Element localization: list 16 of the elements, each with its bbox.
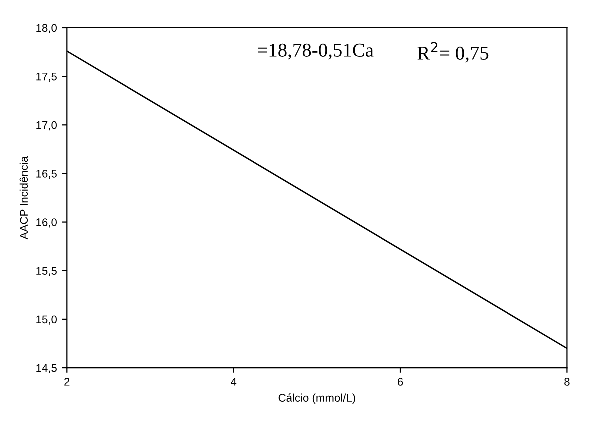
y-tick-label: 17,0 [36,121,57,131]
y-tick-label: 15,0 [36,316,57,325]
y-tick-label: 18,0 [36,24,57,34]
x-tick-label: 2 [64,378,70,386]
x-tick-label: 8 [564,378,570,386]
y-tick-label: 14,5 [36,364,57,374]
annotation: =18,78-0,51Ca [258,44,374,60]
annotation: R$^{2}$= 0,75 [418,42,489,63]
x-tick-label: 6 [398,378,404,386]
x-axis-title: Cálcio (mmol/L) [278,394,356,404]
y-tick-label: 15,5 [36,267,57,276]
y-axis-title: AACP Incidência [20,156,28,240]
y-tick-label: 16,5 [36,170,57,180]
x-tick-label: 4 [231,378,237,386]
y-tick-label: 16,0 [36,218,57,228]
y-tick-label: 17,5 [36,72,57,82]
